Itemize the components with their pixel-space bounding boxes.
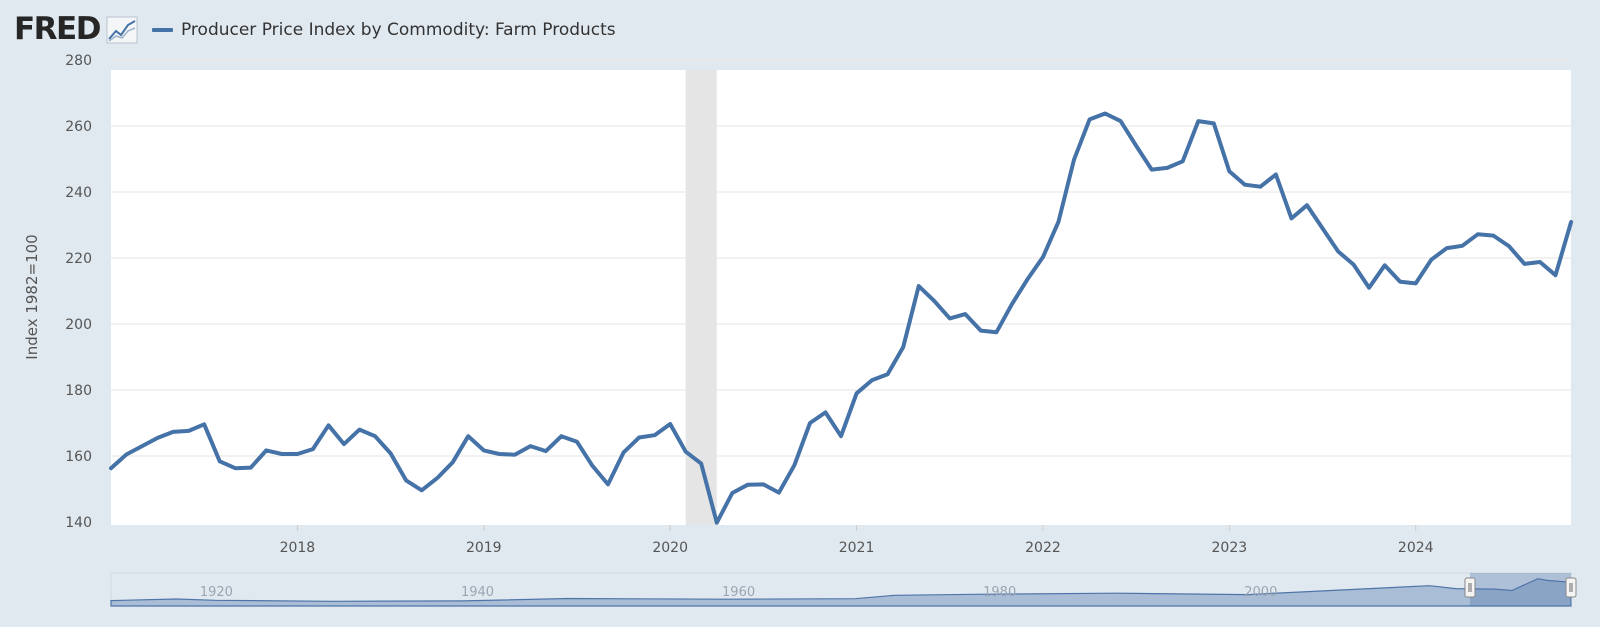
- x-tick-label: 2021: [839, 540, 875, 556]
- navigator-year-label: 2000: [1244, 585, 1277, 600]
- fred-chart-logo-icon: [106, 16, 138, 44]
- navigator-year-label: 1960: [722, 585, 755, 600]
- y-tick-label: 240: [65, 185, 92, 201]
- legend-swatch: [151, 28, 173, 32]
- x-tick-label: 2019: [466, 540, 502, 556]
- legend[interactable]: Producer Price Index by Commodity: Farm …: [151, 20, 616, 40]
- x-tick-label: 2018: [280, 540, 316, 556]
- fred-logo[interactable]: FRED: [14, 11, 101, 47]
- x-tick-label: 2020: [652, 540, 688, 556]
- recession-layer: [685, 70, 717, 525]
- navigator-year-label: 1940: [461, 585, 494, 600]
- navigator-year-labels: 1920 1940 1960 1980 2000: [200, 585, 1278, 600]
- navigator-right-handle[interactable]: [1565, 577, 1577, 598]
- y-axis-title: Index 1982=100: [23, 234, 41, 359]
- navigator-year-label: 1980: [983, 585, 1016, 600]
- recession-band: [685, 70, 717, 525]
- x-axis-tick-labels: 2018 2019 2020 2021 2022 2023 2024: [280, 525, 1434, 556]
- gridlines: [111, 59, 1571, 457]
- y-tick-label: 280: [65, 53, 92, 69]
- y-tick-label: 140: [65, 515, 92, 531]
- legend-label[interactable]: Producer Price Index by Commodity: Farm …: [180, 20, 616, 40]
- navigator-year-label: 1920: [200, 585, 233, 600]
- y-tick-label: 180: [65, 383, 92, 399]
- series-line-farm-products[interactable]: [109, 111, 1574, 525]
- y-tick-label: 200: [65, 317, 92, 333]
- y-tick-label: 260: [65, 119, 92, 135]
- y-tick-label: 160: [65, 449, 92, 465]
- chart-header: FRED Producer Price Index by Commodity: …: [14, 12, 616, 46]
- x-tick-label: 2023: [1212, 540, 1248, 556]
- range-navigator[interactable]: 1920 1940 1960 1980 2000: [110, 572, 1577, 607]
- y-axis-tick-labels: 140 160 180 200 220 240 260 280: [65, 53, 92, 531]
- y-tick-label: 220: [65, 251, 92, 267]
- navigator-selected-range[interactable]: [1470, 573, 1571, 606]
- x-tick-label: 2022: [1025, 540, 1061, 556]
- navigator-left-handle[interactable]: [1464, 577, 1476, 598]
- plot-area: [111, 70, 1571, 525]
- navigator-series-area: [110, 578, 1572, 607]
- x-tick-label: 2024: [1398, 540, 1434, 556]
